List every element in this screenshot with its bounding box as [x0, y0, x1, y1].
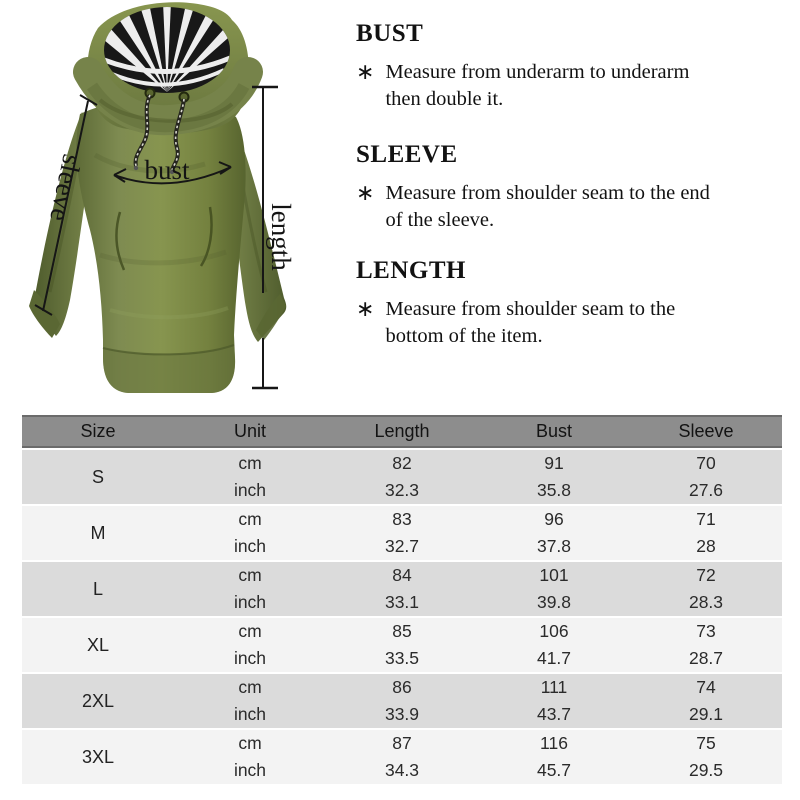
hoodie-diagram: sleeve bust length — [29, 2, 296, 394]
asterisk-bullet: ∗ — [356, 180, 375, 205]
bust-cm-value: 96 — [544, 509, 564, 529]
length-inch-value: 32.7 — [384, 536, 420, 556]
size-label: 2XL — [81, 690, 115, 711]
bust-inch-value: 35.8 — [536, 480, 572, 500]
header-length: Length — [374, 421, 430, 441]
size-row: 2XL cm 86 111 74 inch 33.9 43.7 29.1 — [22, 674, 782, 728]
size-label: XL — [86, 634, 110, 655]
drawstrings — [133, 87, 190, 175]
size-label: 3XL — [81, 746, 115, 767]
instruction-text: Measure from underarm to underarm then d… — [385, 61, 690, 110]
product-photo: sleeve bust length — [0, 0, 340, 405]
bust-cm-value: 116 — [540, 733, 568, 753]
sleeve-cm-value: 75 — [696, 733, 716, 753]
bust-inch-value: 39.8 — [536, 592, 572, 612]
hoodie-hood — [73, 2, 263, 136]
size-label: L — [92, 578, 103, 599]
bust-inch-value: 37.8 — [536, 536, 572, 556]
size-row: 3XL cm 87 116 75 inch 34.3 45.7 29.5 — [22, 730, 782, 784]
length-cm-value: 85 — [392, 621, 412, 641]
pocket-slit-left — [115, 211, 126, 271]
length-cm-value: 82 — [392, 453, 412, 473]
unit-label-cm: cm — [238, 565, 262, 585]
section-title-length: LENGTH — [356, 257, 466, 284]
instruction-text: Measure from shoulder seam to the bottom… — [385, 298, 676, 347]
length-cm-value: 86 — [392, 677, 412, 697]
unit-label-cm: cm — [238, 509, 262, 529]
pocket-slit-right — [199, 206, 213, 267]
length-cm-value: 84 — [392, 565, 412, 585]
unit-label-inch: inch — [233, 592, 267, 612]
sleeve-inch-value: 29.5 — [688, 760, 724, 780]
unit-label-inch: inch — [233, 760, 267, 780]
length-inch-value: 33.1 — [384, 592, 420, 612]
size-label: S — [91, 466, 104, 487]
unit-label-cm: cm — [238, 733, 262, 753]
bust-inch-value: 41.7 — [536, 648, 572, 668]
unit-label-inch: inch — [233, 648, 267, 668]
length-inch-value: 33.5 — [384, 648, 420, 668]
section-title-bust: BUST — [356, 20, 424, 47]
bust-cm-value: 91 — [544, 453, 564, 473]
sleeve-measure-line — [42, 100, 89, 312]
length-inch-value: 33.9 — [384, 704, 420, 724]
size-chart-header: Size Unit Length Bust Sleeve — [22, 415, 782, 448]
length-annotation-label: length — [266, 203, 296, 271]
length-inch-value: 32.3 — [384, 480, 420, 500]
sleeve-instruction: ∗ Measure from shoulder seam to the end … — [356, 180, 786, 234]
unit-label-cm: cm — [238, 621, 262, 641]
sleeve-cm-value: 71 — [696, 509, 716, 529]
sleeve-inch-value: 29.1 — [688, 704, 724, 724]
bust-inch-value: 45.7 — [536, 760, 572, 780]
asterisk-bullet: ∗ — [356, 296, 375, 321]
sleeve-inch-value: 28 — [696, 536, 716, 556]
instruction-text: Measure from shoulder seam to the end of… — [385, 182, 710, 231]
unit-label-cm: cm — [238, 453, 262, 473]
header-unit: Unit — [233, 421, 266, 441]
section-title-sleeve: SLEEVE — [356, 141, 458, 168]
bust-cm-value: 106 — [539, 621, 569, 641]
sleeve-inch-value: 27.6 — [688, 480, 724, 500]
length-instruction: ∗ Measure from shoulder seam to the bott… — [356, 296, 786, 350]
unit-label-inch: inch — [233, 704, 267, 724]
hoodie-body — [76, 98, 246, 394]
sleeve-cm-value: 72 — [696, 565, 716, 585]
measure-guide: BUST ∗ Measure from underarm to underarm… — [356, 0, 800, 405]
bust-annotation-label: bust — [144, 155, 190, 185]
bust-inch-value: 43.7 — [536, 704, 572, 724]
unit-label-inch: inch — [233, 480, 267, 500]
hood-zebra-lining — [104, 7, 230, 93]
sleeve-inch-value: 28.7 — [688, 648, 724, 668]
length-cm-value: 83 — [392, 509, 412, 529]
unit-label-inch: inch — [233, 536, 267, 556]
sleeve-cm-value: 70 — [696, 453, 716, 473]
size-label: M — [90, 522, 106, 543]
hem-band — [103, 345, 236, 393]
asterisk-bullet: ∗ — [356, 59, 375, 84]
bust-cm-value: 111 — [540, 677, 568, 697]
header-size: Size — [80, 421, 116, 441]
length-inch-value: 34.3 — [384, 760, 420, 780]
length-cm-value: 87 — [392, 733, 412, 753]
sleeve-inch-value: 28.3 — [688, 592, 724, 612]
header-bust: Bust — [535, 421, 573, 441]
sleeve-cm-value: 74 — [696, 677, 716, 697]
bust-instruction: ∗ Measure from underarm to underarm then… — [356, 59, 786, 113]
bust-cm-value: 101 — [539, 565, 569, 585]
bust-measure-line — [113, 166, 232, 185]
unit-label-cm: cm — [238, 677, 262, 697]
measurement-lines — [34, 85, 278, 390]
sleeve-cm-value: 73 — [696, 621, 716, 641]
size-row: XL cm 85 106 73 inch 33.5 41.7 28.7 — [22, 618, 782, 672]
header-sleeve: Sleeve — [678, 421, 734, 441]
